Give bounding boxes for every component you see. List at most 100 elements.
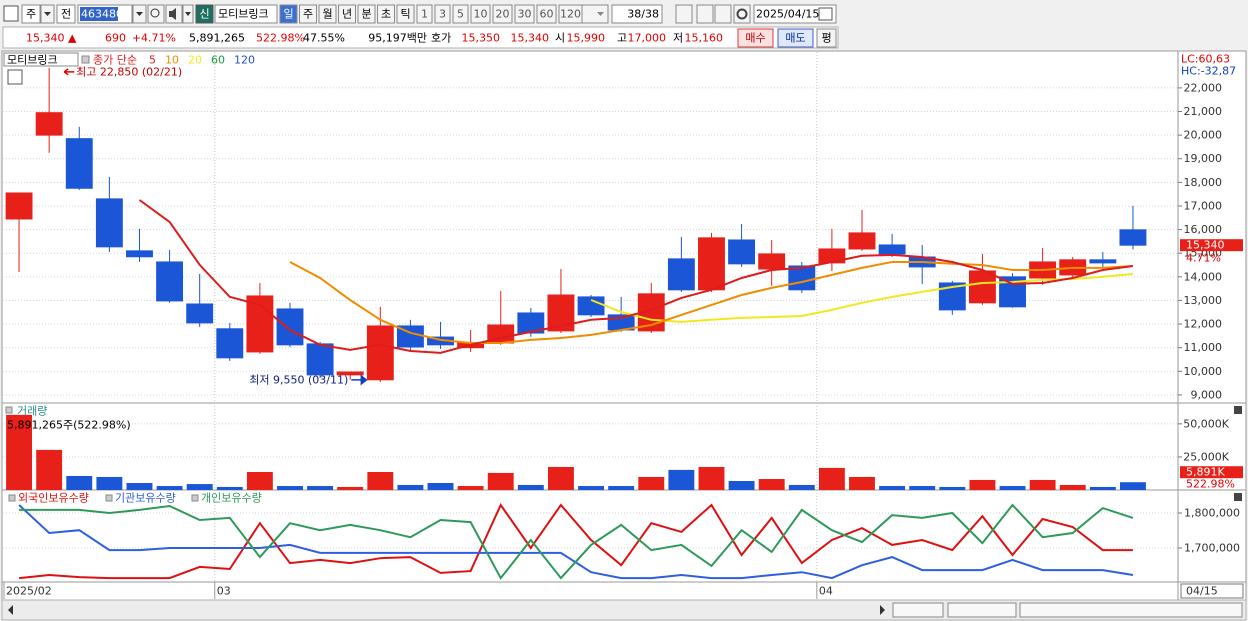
interval-button[interactable] bbox=[452, 4, 469, 24]
count-box[interactable] bbox=[611, 4, 663, 24]
avg-label: 평 bbox=[821, 32, 831, 45]
calendar-icon[interactable] bbox=[818, 7, 833, 21]
ma-line bbox=[138, 199, 1134, 354]
save-button[interactable] bbox=[714, 4, 732, 24]
lc-label: LC:60,63 bbox=[1181, 53, 1230, 66]
period-button[interactable] bbox=[396, 4, 415, 24]
tool-button[interactable] bbox=[696, 4, 714, 24]
high-arrow bbox=[63, 68, 75, 76]
y-tick-label: 9,000 bbox=[1191, 388, 1223, 401]
pane-button[interactable] bbox=[1234, 406, 1242, 414]
legend-entry: 20 bbox=[188, 54, 202, 67]
interval-button[interactable] bbox=[536, 4, 557, 24]
hc-label: HC:-32,87 bbox=[1181, 65, 1236, 78]
buy-button[interactable] bbox=[737, 28, 774, 48]
volume-bar bbox=[1089, 486, 1116, 490]
date: 2025/04/15 bbox=[756, 8, 819, 21]
table-icon[interactable] bbox=[7, 69, 23, 85]
volume-bar bbox=[849, 476, 875, 490]
interval-label: 3 bbox=[439, 8, 446, 21]
quote-ask: 15,350 bbox=[462, 32, 501, 45]
period-button[interactable] bbox=[377, 4, 395, 24]
interval-button[interactable] bbox=[434, 4, 451, 24]
x-tick-label: 2025/02 bbox=[6, 585, 52, 598]
interval-button[interactable] bbox=[492, 4, 513, 24]
volume-label-box bbox=[1180, 466, 1243, 479]
period-label: 월 bbox=[322, 8, 332, 21]
period-button[interactable] bbox=[338, 4, 356, 24]
volume-bar bbox=[216, 486, 243, 490]
avg-button[interactable] bbox=[816, 28, 837, 48]
y-tick-label: 11,000 bbox=[1184, 341, 1223, 354]
pane-button[interactable] bbox=[1234, 493, 1242, 501]
period-button[interactable] bbox=[299, 4, 317, 24]
legend-entry: 60 bbox=[211, 54, 225, 67]
candle-body bbox=[1089, 259, 1117, 264]
volume-bar bbox=[457, 486, 484, 490]
scope-box[interactable] bbox=[56, 4, 76, 24]
x-tick-label: 03 bbox=[217, 585, 231, 598]
quote-volume-ratio: 522.98% bbox=[256, 32, 305, 45]
volume-bar bbox=[1120, 482, 1146, 490]
settings-button[interactable] bbox=[733, 4, 751, 24]
volume-bar bbox=[818, 467, 845, 490]
interval-label: 1 bbox=[421, 8, 428, 21]
y-tick-label: 50,000K bbox=[1183, 417, 1229, 430]
candle-body bbox=[1119, 229, 1147, 246]
code-highlight bbox=[80, 7, 118, 21]
volume-bar bbox=[246, 472, 273, 490]
holding-line bbox=[19, 503, 1134, 580]
scroll-left[interactable] bbox=[8, 605, 13, 615]
cursor-label: 04/15 bbox=[1186, 585, 1218, 598]
interval-button[interactable] bbox=[558, 4, 583, 24]
quote-turnover: 47.55% bbox=[303, 32, 345, 45]
y-tick-label: 17,000 bbox=[1184, 199, 1223, 212]
search-button[interactable] bbox=[147, 4, 165, 24]
quote-rate: +4.71% bbox=[132, 32, 176, 45]
volume-bar bbox=[578, 486, 604, 490]
interval-button[interactable] bbox=[416, 4, 433, 24]
y-tick-label: 1,800,000 bbox=[1184, 507, 1240, 520]
low-annotation: 최저 9,550 (03/11) bbox=[249, 373, 348, 386]
volume-bar bbox=[126, 482, 153, 490]
market-box[interactable] bbox=[21, 4, 41, 24]
zoom-slider[interactable] bbox=[947, 602, 1017, 618]
date-box[interactable] bbox=[753, 4, 837, 24]
period-button[interactable] bbox=[318, 4, 337, 24]
badge: 신 bbox=[199, 8, 209, 21]
period-button[interactable] bbox=[279, 4, 298, 24]
interval-button[interactable] bbox=[514, 4, 535, 24]
search-icon bbox=[150, 8, 160, 18]
candle-body bbox=[186, 303, 214, 324]
last-price: 15,340 bbox=[1186, 239, 1225, 252]
ma-line bbox=[289, 261, 1133, 344]
y-tick-label: 20,000 bbox=[1184, 129, 1223, 142]
volume-bar bbox=[608, 486, 635, 490]
nav-buttons[interactable] bbox=[892, 602, 944, 618]
interval-button[interactable] bbox=[470, 4, 491, 24]
y-tick-label: 1,700,000 bbox=[1184, 542, 1240, 555]
gear-icon bbox=[736, 8, 748, 20]
sell-button[interactable] bbox=[777, 28, 814, 48]
y-tick-label: 10,000 bbox=[1184, 365, 1223, 378]
candle-body bbox=[35, 112, 63, 136]
dropdown-arrow bbox=[597, 12, 604, 16]
candle-body bbox=[878, 244, 906, 255]
y-tick-label: 14,000 bbox=[1184, 270, 1223, 283]
period-label: 틱 bbox=[400, 8, 410, 21]
drawing-tools[interactable] bbox=[1019, 602, 1243, 618]
dropdown-arrow bbox=[185, 12, 191, 16]
tool-button[interactable] bbox=[675, 4, 693, 24]
period-button[interactable] bbox=[357, 4, 376, 24]
volume-bar bbox=[548, 466, 574, 490]
volume-bar bbox=[698, 466, 725, 490]
scroll-right[interactable] bbox=[880, 605, 885, 615]
volume-bar bbox=[668, 469, 695, 490]
badge-box[interactable] bbox=[195, 4, 214, 24]
y-tick-label: 22,000 bbox=[1184, 81, 1223, 94]
volume-bar bbox=[728, 481, 755, 490]
menu-icon[interactable] bbox=[3, 5, 19, 22]
volume-bar bbox=[788, 484, 815, 490]
volume-bar bbox=[758, 479, 785, 490]
